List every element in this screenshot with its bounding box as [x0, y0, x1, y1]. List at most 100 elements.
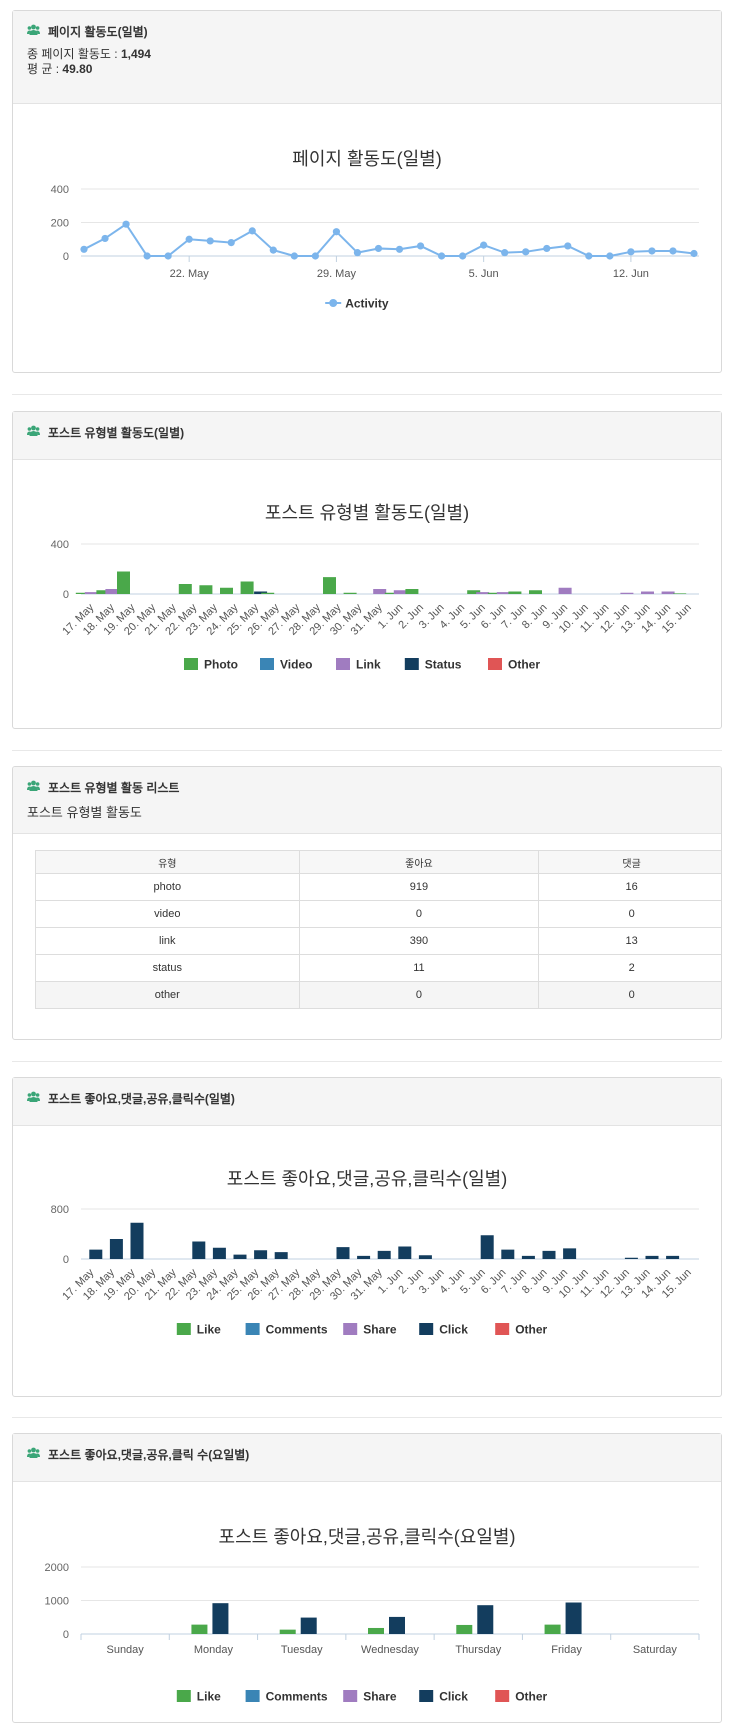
legend-label: Other: [508, 658, 540, 672]
y-tick-label: 0: [63, 251, 69, 263]
legend-label: Status: [425, 658, 462, 672]
panel-title: 페이지 활동도(일별): [48, 24, 148, 39]
legend-swatch: [245, 1690, 260, 1702]
bar: [418, 1255, 432, 1259]
table-cell: 0: [538, 981, 721, 1009]
bar: [480, 1235, 494, 1259]
x-tick-label: Friday: [551, 1644, 582, 1656]
bar: [393, 590, 407, 594]
bar: [105, 589, 119, 594]
bar: [300, 1617, 317, 1634]
page-activity-panel: 페이지 활동도(일별) 종 페이지 활동도 : 1,494 평 균 : 49.8…: [12, 10, 722, 373]
x-tick-label: 29. May: [317, 268, 357, 280]
bar: [274, 1252, 288, 1259]
x-tick-label: Tuesday: [281, 1644, 323, 1656]
column-header: 좋아요: [298, 850, 540, 874]
bar: [343, 592, 357, 594]
data-point: [459, 252, 467, 260]
bar: [84, 592, 98, 594]
bar: [661, 591, 675, 594]
data-point: [543, 244, 551, 253]
post-type-activity-panel: 포스트 유형별 활동도(일별) 포스트 유형별 활동도(일별) 0 400 17. M…: [12, 411, 722, 729]
divider: [12, 1417, 722, 1418]
bar: [673, 593, 687, 594]
bar: [254, 1250, 268, 1259]
column-header: 유형: [35, 850, 300, 874]
data-point: [395, 245, 404, 253]
data-point: [627, 248, 635, 256]
avg-label: 평 균 :: [27, 62, 63, 76]
data-point: [101, 234, 109, 243]
bar: [96, 590, 110, 594]
legend-swatch: [495, 1690, 510, 1702]
data-point: [122, 220, 130, 228]
bar: [336, 1247, 350, 1259]
x-tick-label: Saturday: [633, 1644, 678, 1656]
table-row: other 0 0: [35, 981, 721, 1009]
table-row: video 0 0: [35, 900, 721, 928]
chart-title: 페이지 활동도(일별): [292, 149, 441, 169]
total-value: 1,494: [120, 47, 151, 61]
bar: [487, 592, 501, 594]
bar: [254, 591, 268, 594]
legend-swatch: [260, 658, 274, 670]
x-tick-label: Thursday: [455, 1644, 501, 1656]
bar: [233, 1254, 247, 1259]
y-tick-label: 800: [51, 1204, 69, 1216]
bar: [384, 592, 398, 594]
x-tick-label: 5. Jun: [469, 268, 499, 280]
data-point: [480, 241, 488, 249]
data-point: [185, 235, 193, 243]
bar: [558, 587, 572, 594]
table-cell: 0: [298, 981, 540, 1009]
legend-swatch: [336, 658, 350, 670]
data-point: [522, 248, 530, 256]
data-point: [227, 239, 235, 247]
y-tick-label: 1000: [45, 1596, 69, 1608]
total-label: 종 페이지 활동도 :: [27, 47, 121, 61]
chart-title: 포스트 좋아요,댓글,공유,클릭수(일별): [227, 1169, 507, 1189]
bar: [212, 1247, 226, 1259]
data-point: [143, 252, 151, 260]
table-row: link 390 13: [35, 927, 721, 955]
bar: [357, 1255, 371, 1259]
table-cell: 0: [298, 900, 540, 928]
legend-label: Like: [197, 1323, 221, 1337]
divider: [12, 750, 722, 751]
bar: [501, 1249, 515, 1259]
table-cell: status: [35, 954, 300, 982]
data-point: [248, 227, 256, 235]
table-cell: 2: [538, 954, 721, 982]
x-tick-label: 12. Jun: [613, 268, 649, 280]
x-tick-label: 22. May: [170, 268, 210, 280]
bar: [192, 1241, 206, 1259]
legend-label: Link: [356, 658, 381, 672]
bar: [117, 571, 130, 594]
data-point: [206, 237, 214, 245]
table-header-row: 유형 좋아요 댓글: [35, 850, 721, 874]
legend-label: Click: [439, 1323, 468, 1337]
avg-value: 49.80: [62, 62, 93, 76]
legend-swatch: [495, 1323, 510, 1335]
bar: [624, 1257, 638, 1259]
legend-swatch: [184, 658, 198, 670]
bar: [389, 1616, 405, 1634]
table-cell: 13: [538, 927, 721, 955]
bar: [178, 584, 192, 594]
legend-swatch: [176, 1323, 191, 1335]
data-point: [437, 252, 446, 260]
users-icon: [27, 1091, 40, 1105]
legend-swatch: [176, 1690, 191, 1702]
engagement-weekday-panel: 포스트 좋아요,댓글,공유,클릭 수(요일별) 포스트 좋아요,댓글,공유,클릭…: [12, 1433, 722, 1723]
legend-swatch: [419, 1690, 434, 1702]
legend-label: Like: [197, 1690, 221, 1704]
bar: [645, 1255, 659, 1259]
data-point: [416, 242, 425, 250]
bar: [212, 1603, 229, 1634]
users-icon: [27, 425, 40, 439]
legend-label: Share: [363, 1690, 397, 1704]
users-icon: [27, 24, 40, 38]
legend-swatch: [245, 1323, 260, 1335]
post-type-list-panel: 포스트 유형별 활동 리스트 포스트 유형별 활동도 유형 좋아요 댓글 pho…: [12, 766, 722, 1040]
